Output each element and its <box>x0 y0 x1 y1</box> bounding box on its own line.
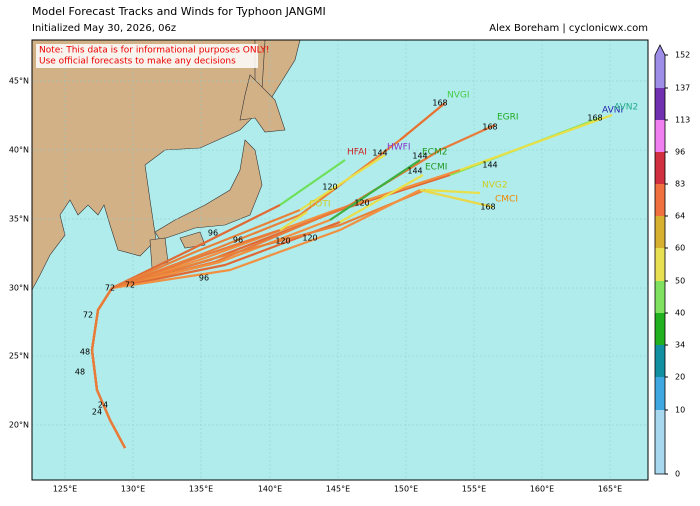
credit: Alex Boreham | cyclonicwx.com <box>489 23 648 34</box>
model-label: CMCI <box>495 195 518 205</box>
colorbar-label: 0 <box>675 470 680 479</box>
hour-label: 120 <box>302 234 317 243</box>
colorbar-segment <box>655 248 665 281</box>
colorbar-segment <box>655 345 665 377</box>
note-line: Note: This data is for informational pur… <box>39 46 270 56</box>
lat-label: 30°N <box>9 284 29 293</box>
colorbar-label: 10 <box>675 406 685 415</box>
model-label: ECM2 <box>422 148 447 158</box>
model-label: HFAI <box>347 148 367 158</box>
colorbar-segment <box>655 88 665 120</box>
forecast-track <box>339 174 424 223</box>
lat-label: 45°N <box>9 77 29 86</box>
hour-label: 168 <box>587 114 602 123</box>
colorbar-label: 40 <box>675 309 685 318</box>
forecast-track <box>279 159 346 206</box>
hour-label: 72 <box>125 281 135 290</box>
colorbar-segment <box>655 377 665 410</box>
title: Model Forecast Tracks and Winds for Typh… <box>32 5 326 18</box>
lon-label: 165°E <box>598 485 622 494</box>
hour-label: 96 <box>199 274 209 283</box>
forecast-track <box>299 154 386 211</box>
lon-label: 150°E <box>394 485 418 494</box>
colorbar-label: 60 <box>675 244 685 253</box>
model-label: NVGI <box>447 91 470 101</box>
colorbar-cap <box>655 45 665 55</box>
hour-label: 24 <box>92 408 102 417</box>
hour-label: 72 <box>83 311 93 320</box>
subtitle: Initialized May 30, 2026, 06z <box>32 23 176 34</box>
hour-label: 168 <box>480 203 495 212</box>
forecast-track <box>90 228 281 449</box>
forecast-track <box>439 123 496 152</box>
hour-label: 144 <box>482 161 497 170</box>
colorbar-segment <box>655 184 665 216</box>
hour-label: 144 <box>372 149 387 158</box>
model-label: EGRI <box>497 113 519 123</box>
map: Note: This data is for informational pur… <box>31 39 649 481</box>
hour-label: 96 <box>233 236 243 245</box>
model-label: NVG2 <box>482 181 508 191</box>
hour-label: 120 <box>354 199 369 208</box>
hour-label: 96 <box>208 229 218 238</box>
colorbar-segment <box>655 216 665 248</box>
forecast-track <box>279 211 308 231</box>
hour-label: 144 <box>412 152 427 161</box>
hour-label: 72 <box>105 284 115 293</box>
map-frame <box>31 39 649 481</box>
colorbar-label: 152 <box>675 51 690 60</box>
colorbar-label: 34 <box>675 341 685 350</box>
model-label: HWFI <box>387 143 411 153</box>
model-label: AVN2 <box>614 103 638 113</box>
lon-label: 125°E <box>53 485 77 494</box>
colorbar-label: 50 <box>675 277 685 286</box>
colorbar-frame <box>654 44 666 475</box>
colorbar-segment <box>655 410 665 474</box>
colorbar-segment <box>655 55 665 88</box>
forecast-track <box>459 113 613 172</box>
hour-label: 144 <box>407 167 422 176</box>
lat-label: 40°N <box>9 146 29 155</box>
lon-label: 155°E <box>462 485 486 494</box>
note-line: Use official forecasts to make any decis… <box>39 57 236 67</box>
colorbar-label: 83 <box>675 180 685 189</box>
colorbar-segment <box>655 152 665 184</box>
forecast-track <box>424 188 481 195</box>
lon-label: 135°E <box>189 485 213 494</box>
note-box <box>36 44 258 68</box>
hour-label: 168 <box>482 123 497 132</box>
hour-label: 24 <box>98 401 108 410</box>
model-label: COTI <box>309 200 331 210</box>
colorbar-label: 113 <box>675 116 690 125</box>
lat-label: 20°N <box>9 421 29 430</box>
model-label: AVNI <box>602 106 623 116</box>
colorbar-segment <box>655 281 665 313</box>
colorbar: 152 137 113 96 83 64 60 50 40 34 20 10 0 <box>654 44 690 479</box>
model-label: ECMI <box>425 163 447 173</box>
hour-label: 120 <box>322 183 337 192</box>
colorbar-label: 137 <box>675 84 690 93</box>
hour-label: 48 <box>75 368 85 377</box>
forecast-track <box>329 159 421 221</box>
lon-label: 145°E <box>326 485 350 494</box>
forecast-track <box>399 102 446 141</box>
hour-label: 48 <box>80 348 90 357</box>
lat-label: 25°N <box>9 352 29 361</box>
lon-label: 160°E <box>530 485 554 494</box>
colorbar-segment <box>655 313 665 345</box>
hour-label: 168 <box>432 99 447 108</box>
hour-label: 120 <box>275 237 290 246</box>
forecast-track <box>419 188 494 209</box>
lat-label: 35°N <box>9 215 29 224</box>
lon-label: 130°E <box>121 485 145 494</box>
colorbar-segment <box>655 120 665 152</box>
lon-label: 140°E <box>258 485 282 494</box>
colorbar-label: 20 <box>675 373 685 382</box>
colorbar-label: 96 <box>675 148 685 157</box>
colorbar-label: 64 <box>675 212 685 221</box>
